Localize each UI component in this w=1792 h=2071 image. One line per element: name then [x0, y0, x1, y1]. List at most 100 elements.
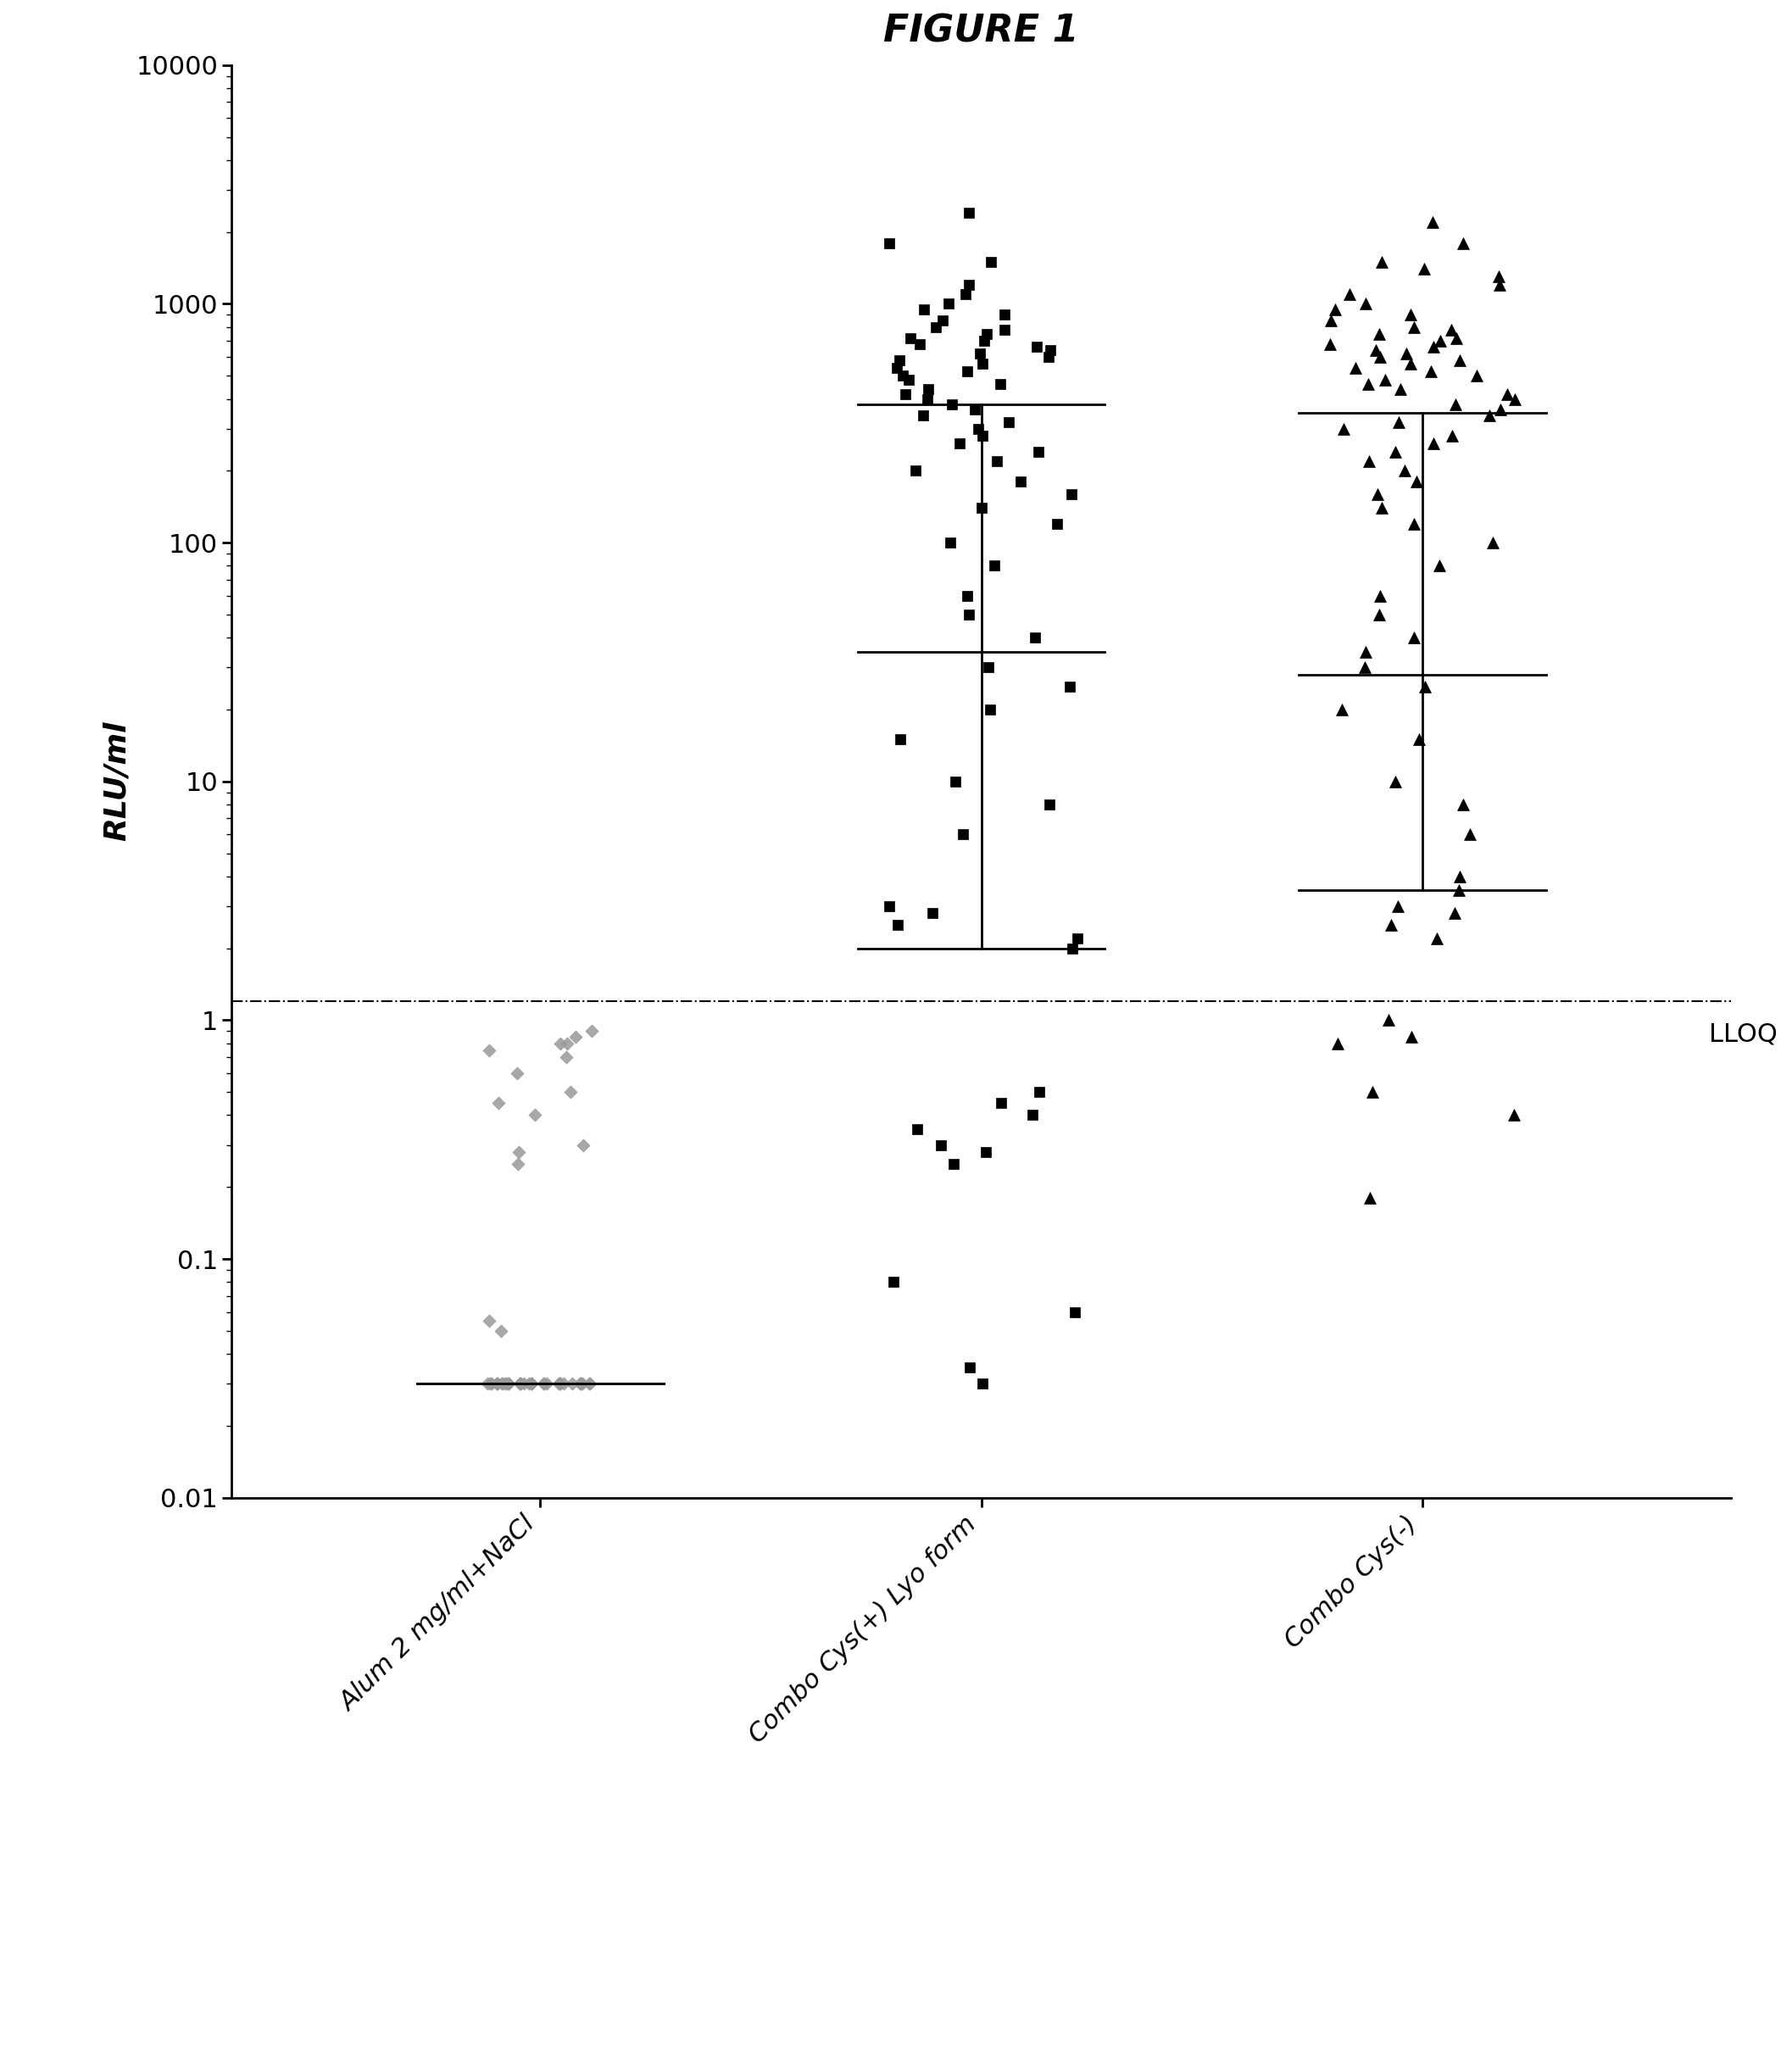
Point	[545, 1367, 573, 1400]
Point	[545, 1367, 573, 1400]
Point	[532, 1367, 561, 1400]
Point	[1317, 304, 1346, 338]
Point	[1410, 669, 1439, 702]
Point	[1444, 859, 1473, 893]
Point	[1036, 787, 1064, 820]
Point	[1018, 1098, 1047, 1131]
Point	[973, 650, 1002, 683]
Point	[1376, 909, 1405, 942]
Point	[1392, 338, 1421, 371]
Point	[1387, 373, 1416, 406]
Point	[1043, 507, 1072, 541]
Point	[557, 1367, 586, 1400]
Point	[477, 1367, 505, 1400]
Point	[475, 1033, 504, 1067]
Point	[477, 1367, 505, 1400]
Point	[1355, 445, 1383, 478]
Point	[891, 377, 919, 410]
Point	[495, 1367, 523, 1400]
Point	[901, 454, 930, 487]
Point	[1486, 393, 1514, 427]
Point	[1400, 311, 1428, 344]
Point	[1364, 476, 1392, 509]
Point	[575, 1367, 604, 1400]
Point	[953, 354, 982, 387]
Point	[1405, 723, 1434, 756]
Point	[518, 1367, 547, 1400]
Point	[914, 373, 943, 406]
Point	[874, 891, 903, 924]
Point	[1500, 383, 1529, 416]
Point	[991, 298, 1020, 331]
Point	[514, 1367, 543, 1400]
Point	[928, 304, 957, 338]
Point	[1441, 387, 1469, 420]
Point	[982, 445, 1011, 478]
Point	[566, 1367, 595, 1400]
Point	[968, 348, 996, 381]
Point	[896, 321, 925, 354]
Point	[1437, 418, 1466, 451]
Point	[1462, 358, 1491, 391]
Title: FIGURE 1: FIGURE 1	[883, 12, 1079, 50]
Point	[509, 1367, 538, 1400]
Point	[1425, 549, 1453, 582]
Point	[547, 1367, 575, 1400]
Point	[1025, 1075, 1054, 1108]
Point	[1021, 621, 1050, 654]
Text: LLOQ: LLOQ	[1710, 1021, 1778, 1046]
Point	[980, 549, 1009, 582]
Point	[495, 1367, 523, 1400]
Point	[1410, 253, 1439, 286]
Point	[1448, 226, 1477, 259]
Point	[1362, 333, 1391, 367]
Point	[1036, 333, 1064, 367]
Point	[487, 1367, 516, 1400]
Point	[1034, 340, 1063, 373]
Point	[953, 580, 982, 613]
Point	[475, 1305, 504, 1338]
Point	[1486, 269, 1514, 302]
Point	[1351, 636, 1380, 669]
Point	[995, 406, 1023, 439]
Point	[986, 369, 1014, 402]
Point	[912, 383, 941, 416]
Point	[885, 344, 914, 377]
Point	[878, 1265, 907, 1299]
Point	[1448, 787, 1477, 820]
Point	[491, 1367, 520, 1400]
Point	[941, 764, 969, 797]
Point	[1330, 412, 1358, 445]
Point	[1419, 427, 1448, 460]
Point	[934, 288, 962, 321]
Point	[566, 1367, 595, 1400]
Point	[518, 1367, 547, 1400]
Point	[518, 1367, 547, 1400]
Point	[874, 226, 903, 259]
Point	[1342, 352, 1371, 385]
Point	[883, 352, 912, 385]
Point	[1367, 244, 1396, 278]
Point	[552, 1027, 581, 1060]
Point	[577, 1015, 606, 1048]
Point	[955, 269, 984, 302]
Point	[1358, 1075, 1387, 1108]
Point	[971, 1135, 1000, 1168]
Point	[1367, 491, 1396, 524]
Point	[561, 1021, 590, 1054]
Point	[894, 362, 923, 396]
Point	[505, 1367, 534, 1400]
Point	[575, 1367, 604, 1400]
Point	[529, 1367, 557, 1400]
Point	[548, 1367, 577, 1400]
Point	[903, 1112, 932, 1145]
Point	[1382, 435, 1410, 468]
Point	[1475, 400, 1503, 433]
Point	[473, 1367, 502, 1400]
Point	[1437, 313, 1466, 346]
Point	[484, 1367, 513, 1400]
Point	[1484, 261, 1512, 294]
Point	[973, 317, 1002, 350]
Point	[1315, 327, 1344, 360]
Point	[489, 1367, 518, 1400]
